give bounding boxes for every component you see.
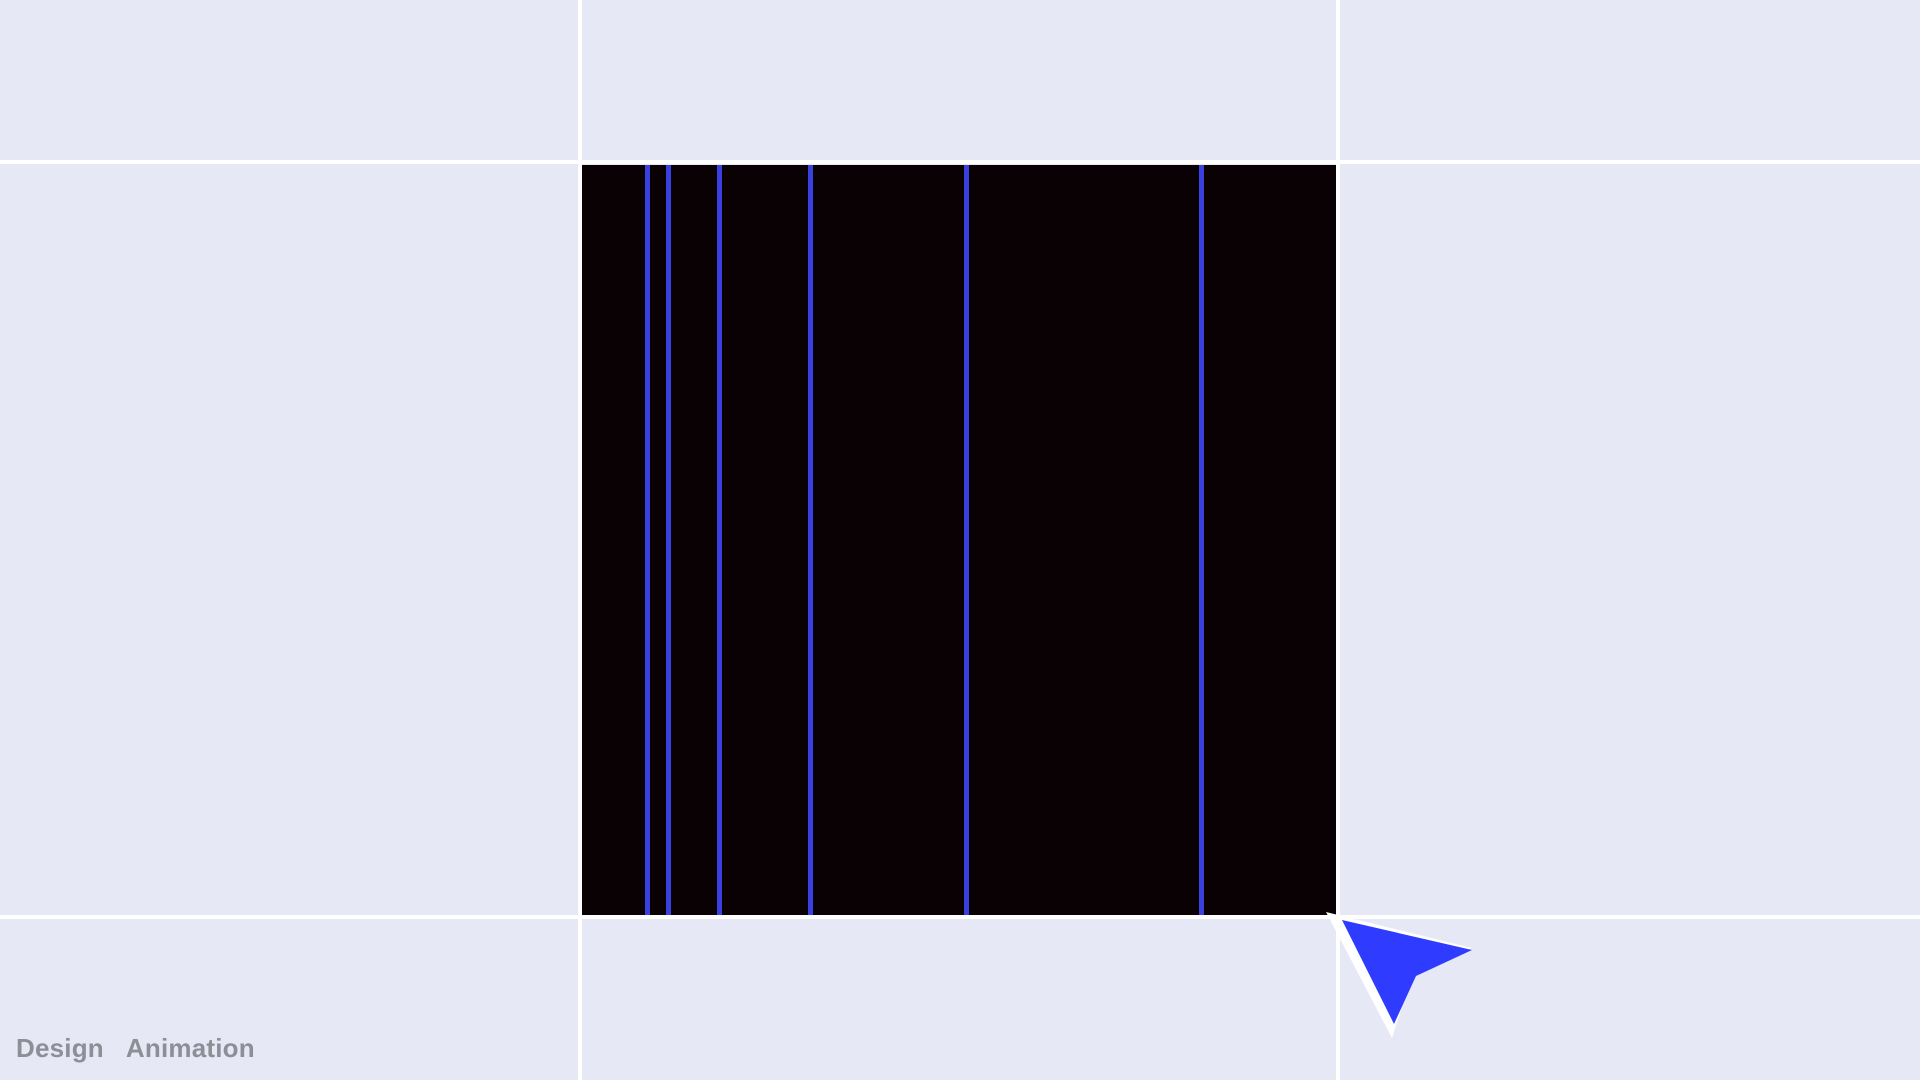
stripe-3 <box>717 165 722 915</box>
tab-animation[interactable]: Animation <box>125 1033 255 1063</box>
guide-line-top <box>0 160 1920 164</box>
stripe-2 <box>666 165 671 915</box>
mode-tabs: Design Animation <box>16 1033 255 1064</box>
stripe-5 <box>964 165 969 915</box>
pointer-cursor-icon <box>1326 912 1472 1038</box>
artboard[interactable] <box>582 165 1336 915</box>
guide-line-left <box>578 0 582 1080</box>
tab-design[interactable]: Design <box>16 1033 104 1063</box>
guide-line-right <box>1336 0 1340 1080</box>
stripe-6 <box>1199 165 1204 915</box>
guide-line-bottom <box>0 915 1920 919</box>
stripe-4 <box>808 165 813 915</box>
stripe-1 <box>645 165 650 915</box>
